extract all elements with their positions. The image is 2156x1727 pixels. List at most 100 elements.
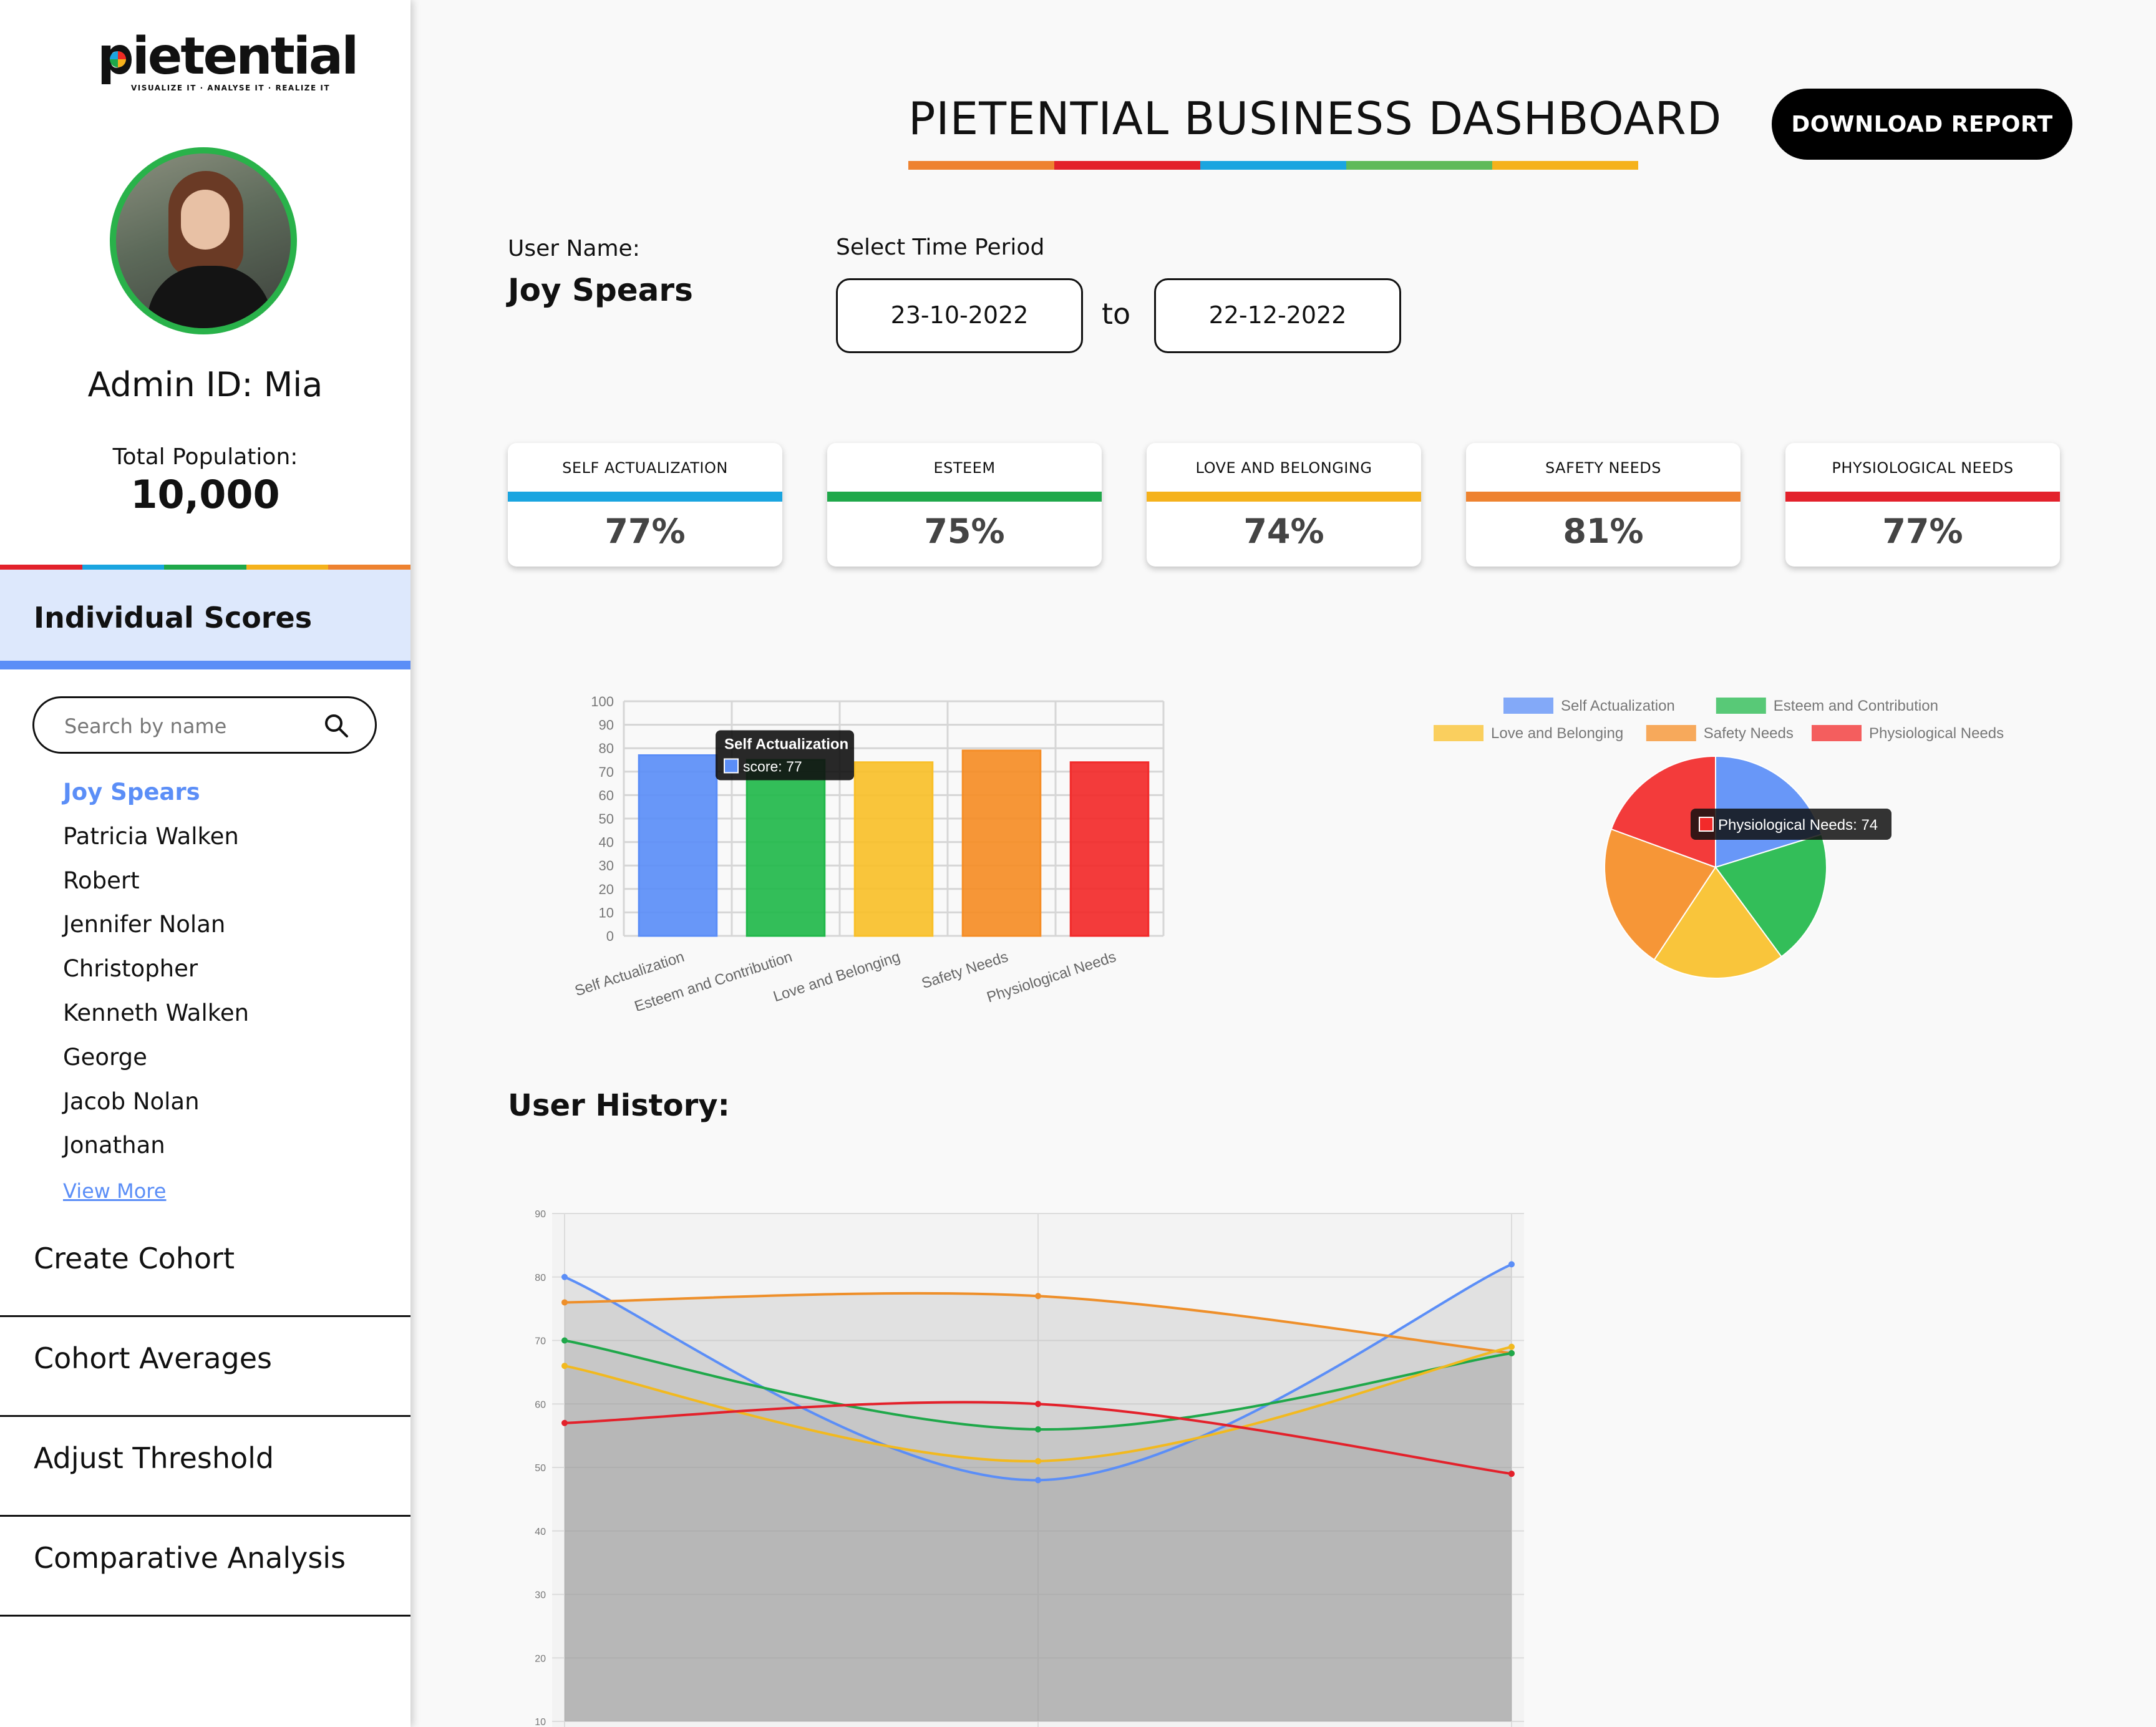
score-card-value: 75% [924, 512, 1005, 551]
nav-adjust-threshold[interactable]: Adjust Threshold [34, 1441, 274, 1475]
bar [638, 754, 718, 937]
user-list-item[interactable]: Jacob Nolan [63, 1087, 200, 1115]
legend-swatch [1646, 725, 1696, 741]
search-box[interactable] [32, 696, 377, 754]
y-tick-label: 70 [599, 764, 614, 780]
score-card-bar [827, 492, 1102, 502]
y-tick-label: 60 [535, 1399, 546, 1410]
legend-label: Safety Needs [1704, 725, 1794, 742]
logo-tagline: VISUALIZE IT · ANALYSE IT · REALIZE IT [131, 84, 331, 92]
y-tick-label: 0 [606, 928, 614, 944]
score-card-love-belonging: LOVE AND BELONGING 74% [1147, 443, 1421, 567]
nav-divider [0, 1515, 410, 1517]
individual-scores-header[interactable]: Individual Scores [0, 570, 410, 669]
nav-comparative-analysis[interactable]: Comparative Analysis [34, 1541, 346, 1575]
series-point [561, 1363, 568, 1369]
y-tick-label: 90 [535, 1209, 546, 1220]
y-tick-label: 100 [591, 694, 614, 709]
tooltip-label: score: 77 [743, 758, 802, 774]
tooltip-box [716, 730, 855, 781]
admin-avatar[interactable] [110, 147, 297, 334]
line-chart[interactable]: 10 20 30 40 50 60 70 80 90 [518, 1204, 1553, 1727]
score-card-self-actualization: SELF ACTUALIZATION 77% [508, 443, 782, 567]
score-card-value: 81% [1563, 512, 1644, 551]
score-card-bar [1785, 492, 2060, 502]
score-card-value: 77% [1882, 512, 1963, 551]
bar [745, 759, 826, 937]
user-list-item[interactable]: Jonathan [63, 1132, 165, 1159]
individual-scores-label: Individual Scores [34, 601, 313, 635]
legend-label: Esteem and Contribution [1774, 698, 1938, 714]
score-card-bar [1466, 492, 1741, 502]
y-tick-label: 40 [535, 1527, 546, 1537]
logo-pie-icon [110, 51, 126, 67]
series-area [565, 1264, 1512, 1721]
pie-tooltip: Physiological Needs: 74 [1691, 809, 1891, 840]
nav-cohort-averages[interactable]: Cohort Averages [34, 1341, 272, 1375]
title-rainbow-underline [908, 161, 1638, 170]
pietential-logo[interactable]: pietential VISUALIZE IT · ANALYSE IT · R… [94, 31, 359, 94]
series-point [1035, 1426, 1041, 1433]
score-card-title: LOVE AND BELONGING [1195, 459, 1372, 477]
legend-label: Self Actualization [1561, 698, 1675, 714]
search-icon[interactable] [323, 712, 350, 739]
user-list-item[interactable]: Christopher [63, 955, 198, 983]
user-list: Joy Spears Patricia Walken Robert Jennif… [63, 777, 249, 1174]
series-point [561, 1419, 568, 1426]
score-card-title: SAFETY NEEDS [1545, 459, 1661, 477]
score-card-value: 74% [1243, 512, 1324, 551]
pie-slice [1653, 866, 1782, 979]
score-card-title: ESTEEM [933, 459, 996, 477]
view-more-link[interactable]: View More [63, 1179, 167, 1203]
search-input[interactable] [63, 711, 315, 742]
score-card-bar [1147, 492, 1421, 502]
bar-tooltip: Self Actualization score: 77 [716, 730, 855, 781]
series-point [561, 1337, 568, 1344]
tooltip-label: Physiological Needs: 74 [1718, 817, 1878, 834]
end-date-field[interactable]: 22-12-2022 [1154, 278, 1401, 353]
population-value: 10,000 [130, 472, 280, 517]
series-area [565, 1402, 1512, 1721]
nav-create-cohort[interactable]: Create Cohort [34, 1242, 235, 1275]
score-card-safety-needs: SAFETY NEEDS 81% [1466, 443, 1741, 567]
y-tick-label: 40 [599, 835, 614, 850]
pie-slice [1610, 755, 1716, 868]
user-list-item[interactable]: Kenneth Walken [63, 999, 250, 1026]
legend-label: Physiological Needs [1869, 725, 2004, 742]
user-list-item[interactable]: Robert [63, 867, 140, 894]
download-report-button[interactable]: DOWNLOAD REPORT [1772, 89, 2072, 160]
start-date-field[interactable]: 23-10-2022 [836, 278, 1083, 353]
score-card-bar [508, 492, 782, 502]
user-list-item[interactable]: George [63, 1043, 147, 1071]
tooltip-swatch [1699, 817, 1714, 832]
legend-swatch [1812, 725, 1862, 741]
user-history-title: User History: [508, 1088, 730, 1123]
tooltip-title: Self Actualization [724, 736, 848, 752]
legend-swatch [1503, 698, 1553, 714]
y-tick-label: 20 [599, 882, 614, 897]
nav-divider [0, 1415, 410, 1417]
user-list-item[interactable]: Joy Spears [63, 779, 200, 805]
score-card-physiological-needs: PHYSIOLOGICAL NEEDS 77% [1785, 443, 2060, 567]
pie-slice [1604, 828, 1717, 961]
user-list-item[interactable]: Jennifer Nolan [63, 911, 226, 938]
tooltip-swatch [724, 758, 739, 774]
legend-label: Love and Belonging [1491, 725, 1623, 742]
score-card-esteem: ESTEEM 75% [827, 443, 1102, 567]
series-point [561, 1273, 568, 1280]
population-label: Total Population: [112, 444, 298, 470]
y-tick-label: 90 [599, 718, 614, 733]
score-card-title: SELF ACTUALIZATION [562, 459, 728, 477]
user-list-item[interactable]: Patricia Walken [63, 822, 239, 850]
y-tick-label: 30 [535, 1590, 546, 1601]
bar-chart[interactable]: 0 10 20 30 40 50 60 70 80 90 100 Self Actualization… [549, 686, 1185, 1011]
series-point [561, 1299, 568, 1306]
series-point [1035, 1401, 1041, 1408]
user-name-value: Joy Spears [508, 272, 693, 308]
tooltip-box [1691, 809, 1891, 840]
user-name-label: User Name: [508, 236, 640, 261]
pie-chart[interactable]: Self Actualization Esteem and Contributio… [1410, 686, 2021, 998]
nav-divider [0, 1315, 410, 1317]
y-tick-label: 20 [535, 1653, 546, 1664]
series-point [1508, 1343, 1515, 1350]
